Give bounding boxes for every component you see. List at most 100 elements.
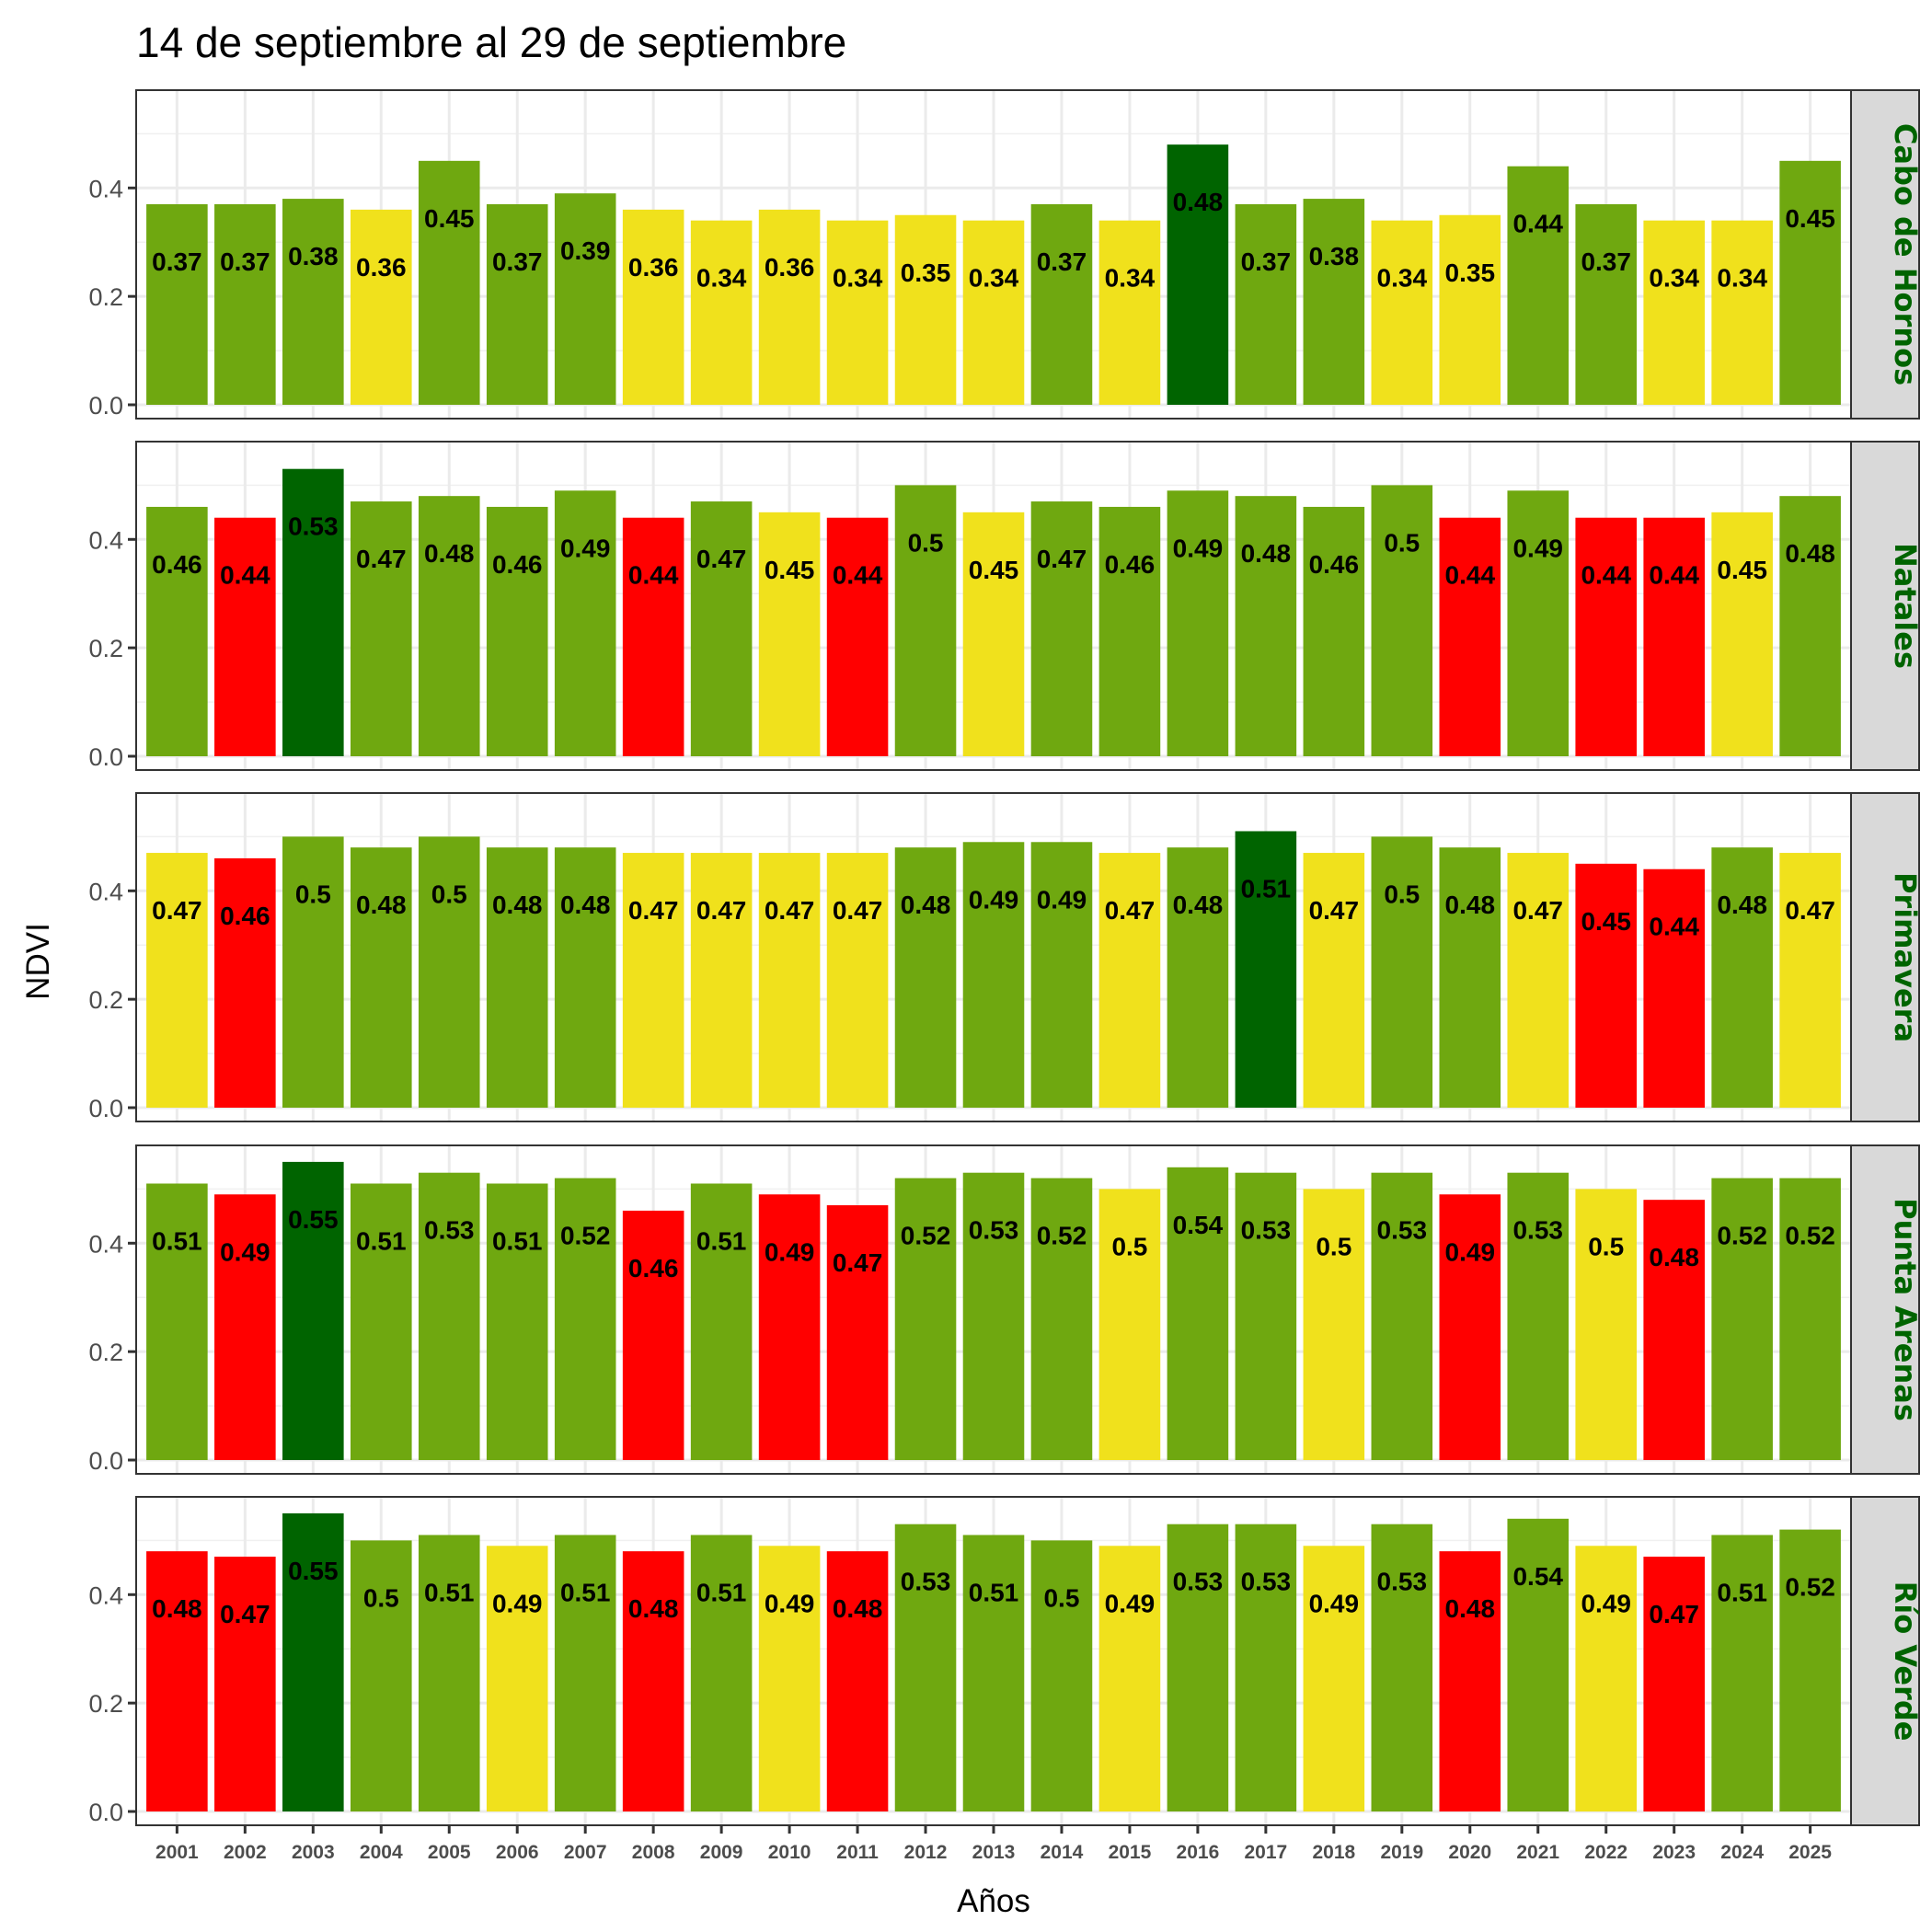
bar	[351, 501, 412, 756]
bar-value-label: 0.51	[356, 1226, 407, 1255]
x-tick-label: 2020	[1448, 1842, 1491, 1863]
bar	[1371, 220, 1433, 405]
bar	[1711, 220, 1773, 405]
bar-value-label: 0.5	[431, 880, 467, 908]
x-tick-label: 2007	[564, 1842, 607, 1863]
bar-value-label: 0.52	[901, 1222, 951, 1250]
bar	[214, 517, 276, 756]
bar-value-label: 0.53	[1241, 1568, 1292, 1596]
bar-value-label: 0.52	[1037, 1222, 1087, 1250]
bar	[1711, 1178, 1773, 1460]
bar-value-label: 0.49	[560, 534, 611, 562]
bar-value-label: 0.52	[1717, 1222, 1767, 1250]
bar-value-label: 0.44	[1649, 561, 1699, 590]
bar	[1098, 1189, 1161, 1460]
x-tick-label: 2008	[632, 1842, 675, 1863]
x-tick-label: 2003	[292, 1842, 335, 1863]
bar	[894, 847, 957, 1108]
y-tick-label: 0.0	[88, 1095, 123, 1122]
bar-value-label: 0.51	[560, 1578, 611, 1606]
bar-value-label: 0.48	[1785, 539, 1835, 568]
bar	[826, 220, 889, 405]
bar-value-label: 0.5	[1043, 1583, 1079, 1612]
y-tick-label: 0.0	[88, 392, 123, 420]
bar	[1098, 853, 1161, 1108]
bar	[622, 1210, 684, 1460]
y-tick-label: 0.2	[88, 635, 123, 662]
y-tick-label: 0.0	[88, 1799, 123, 1826]
bar	[690, 1183, 753, 1460]
bar	[826, 1205, 889, 1460]
bar-value-label: 0.53	[288, 512, 339, 541]
bar-value-label: 0.48	[1649, 1243, 1699, 1271]
bar	[1371, 1172, 1433, 1460]
bar	[146, 203, 208, 405]
bar-value-label: 0.49	[1037, 885, 1087, 914]
bar	[1303, 1189, 1365, 1460]
facet-strip-label: Natales	[1888, 543, 1923, 669]
bar-value-label: 0.51	[152, 1226, 202, 1255]
bar	[1167, 1167, 1229, 1460]
bar	[1439, 1194, 1501, 1460]
bar	[351, 209, 412, 405]
bar	[1371, 1524, 1433, 1811]
bar	[282, 468, 344, 756]
bar	[690, 220, 753, 405]
y-tick-label: 0.4	[88, 878, 123, 905]
bar-value-label: 0.46	[220, 902, 270, 930]
bar-value-label: 0.49	[969, 885, 1019, 914]
bar-value-label: 0.54	[1512, 1562, 1563, 1591]
bar-value-label: 0.47	[696, 896, 747, 925]
bar-value-label: 0.53	[424, 1216, 475, 1245]
bar	[1575, 863, 1637, 1108]
bar	[1643, 1200, 1705, 1460]
y-tick-label: 0.4	[88, 1581, 123, 1609]
x-tick-label: 2022	[1584, 1842, 1627, 1863]
bar-value-label: 0.45	[969, 556, 1019, 584]
x-tick-label: 2009	[700, 1842, 743, 1863]
x-tick-label: 2006	[496, 1842, 539, 1863]
bar-value-label: 0.51	[696, 1578, 747, 1606]
x-tick-label: 2023	[1652, 1842, 1696, 1863]
bar-value-label: 0.44	[1445, 561, 1496, 590]
bar-value-label: 0.36	[628, 253, 679, 282]
bar	[758, 1546, 821, 1811]
bar-value-label: 0.5	[1588, 1232, 1624, 1260]
x-tick-label: 2019	[1380, 1842, 1423, 1863]
bar	[1779, 160, 1841, 405]
bar-value-label: 0.49	[1512, 534, 1563, 562]
bar-value-label: 0.44	[1649, 913, 1699, 941]
chart-title: 14 de septiembre al 29 de septiembre	[136, 18, 846, 66]
bar-value-label: 0.48	[424, 539, 475, 568]
bar	[1779, 496, 1841, 756]
bar	[1575, 1189, 1637, 1460]
x-tick-label: 2017	[1245, 1842, 1288, 1863]
y-tick-label: 0.2	[88, 1339, 123, 1366]
bar-value-label: 0.34	[969, 264, 1019, 293]
bar-value-label: 0.37	[1037, 247, 1087, 276]
bar	[1507, 853, 1570, 1108]
bar	[282, 199, 344, 405]
bar-value-label: 0.34	[1377, 264, 1428, 293]
bar	[351, 847, 412, 1108]
bar	[1507, 1172, 1570, 1460]
bar	[1030, 501, 1093, 756]
x-tick-label: 2014	[1041, 1842, 1084, 1863]
x-tick-label: 2013	[972, 1842, 1016, 1863]
bar-value-label: 0.53	[1241, 1216, 1292, 1245]
bar-value-label: 0.48	[560, 891, 611, 919]
x-tick-label: 2016	[1177, 1842, 1220, 1863]
bar-value-label: 0.49	[1105, 1589, 1156, 1617]
bar	[758, 209, 821, 405]
bar-value-label: 0.48	[628, 1594, 679, 1623]
bar	[1439, 1551, 1501, 1811]
bar	[282, 836, 344, 1108]
bar	[758, 512, 821, 756]
bar-value-label: 0.47	[1512, 896, 1563, 925]
facet-strip	[1850, 441, 1920, 771]
bar	[1779, 1178, 1841, 1460]
y-tick-label: 0.2	[88, 1690, 123, 1718]
facet-strip	[1850, 1496, 1920, 1826]
bar-value-label: 0.47	[152, 896, 202, 925]
